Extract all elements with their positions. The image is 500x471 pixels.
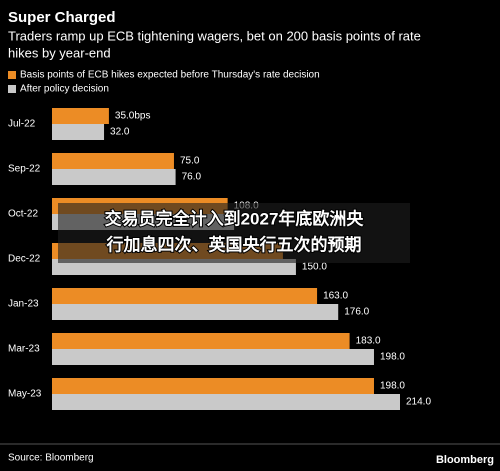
chart-subtitle: hikes by year-end (8, 45, 111, 60)
value-label: 76.0 (182, 172, 202, 183)
y-tick-label: May-23 (8, 389, 42, 400)
bar (52, 304, 339, 320)
bar (52, 378, 374, 394)
y-tick-label: Dec-22 (8, 254, 41, 265)
source: Source: Bloomberg (8, 453, 94, 464)
value-label: 183.0 (356, 336, 381, 347)
chart-title: Super Charged (8, 9, 116, 26)
legend-swatch (8, 71, 16, 79)
y-tick-label: Mar-23 (8, 344, 40, 355)
overlay-caption: 交易员完全计入到2027年底欧洲央 (105, 208, 365, 228)
logo: Bloomberg (436, 454, 494, 466)
overlay-caption: 行加息四次、英国央行五次的预期 (106, 234, 362, 254)
y-tick-label: Jan-23 (8, 299, 39, 310)
value-label: 214.0 (406, 397, 431, 408)
bar (52, 394, 400, 410)
legend-swatch (8, 85, 16, 93)
bar (52, 333, 350, 349)
value-label: 163.0 (323, 291, 348, 302)
legend-label: Basis points of ECB hikes expected befor… (20, 70, 320, 81)
y-tick-label: Sep-22 (8, 164, 41, 175)
value-label: 32.0 (110, 127, 130, 138)
value-label: 198.0 (380, 352, 405, 363)
bar (52, 124, 105, 140)
bar (52, 153, 174, 169)
chart-subtitle: Traders ramp up ECB tightening wagers, b… (8, 28, 421, 43)
value-label: 198.0 (380, 381, 405, 392)
caption-box (58, 203, 410, 263)
bar (52, 108, 109, 124)
bar (52, 169, 176, 185)
bar (52, 349, 374, 365)
value-label: 75.0 (180, 156, 200, 167)
bar (52, 288, 318, 304)
value-label: 35.0bps (115, 111, 151, 122)
y-tick-label: Jul-22 (8, 119, 36, 130)
value-label: 150.0 (302, 262, 327, 273)
legend-label: After policy decision (20, 84, 109, 95)
y-tick-label: Oct-22 (8, 209, 38, 220)
value-label: 176.0 (344, 307, 369, 318)
